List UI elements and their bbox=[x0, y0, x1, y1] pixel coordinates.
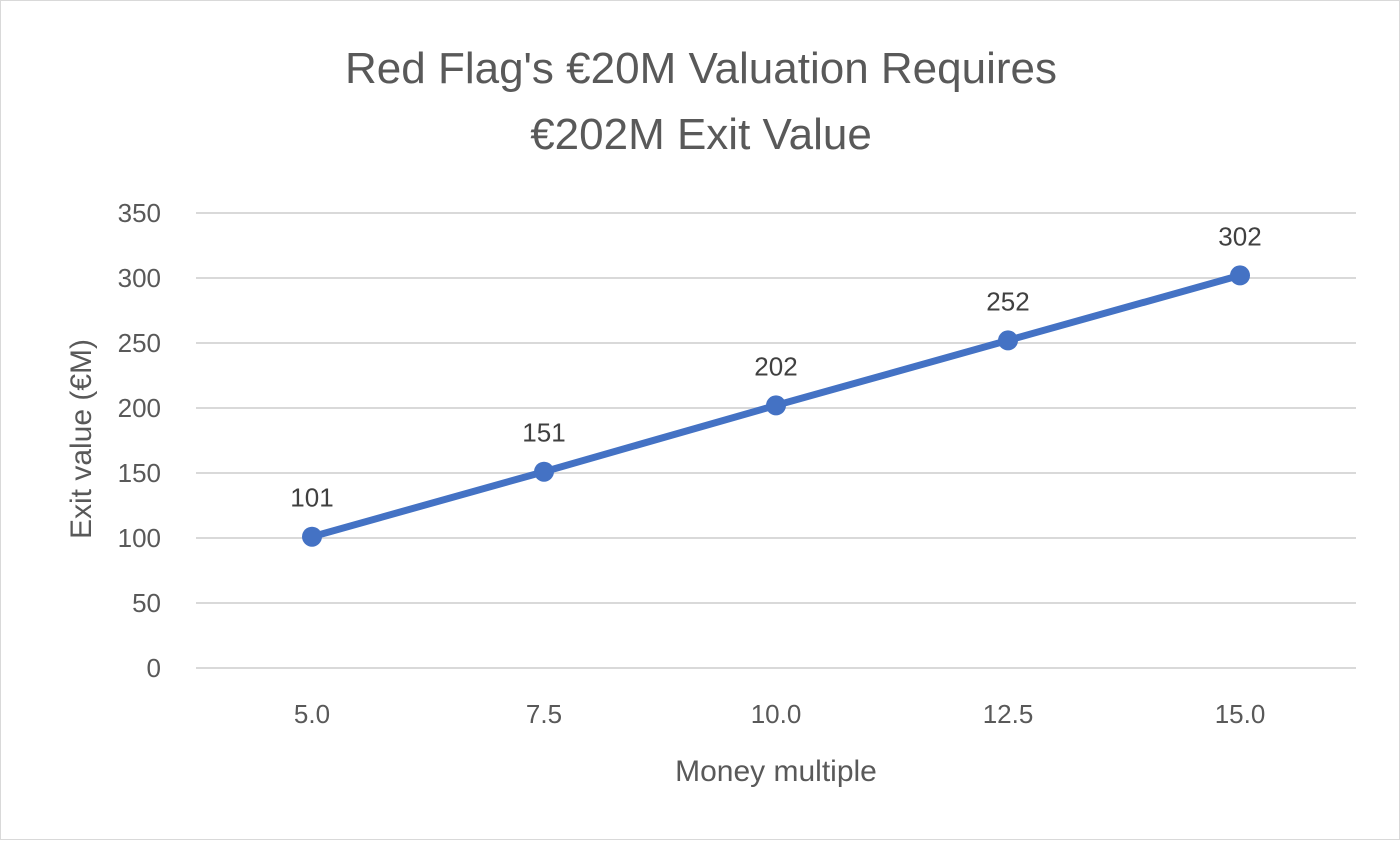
y-tick-label: 200 bbox=[118, 393, 161, 423]
data-label: 302 bbox=[1218, 221, 1261, 251]
data-label: 252 bbox=[986, 286, 1029, 316]
y-tick-label: 300 bbox=[118, 263, 161, 293]
x-axis-title: Money multiple bbox=[675, 755, 877, 788]
data-point bbox=[534, 461, 554, 482]
data-point bbox=[1230, 265, 1250, 286]
y-tick-label: 250 bbox=[118, 328, 161, 358]
y-axis-tick-labels: 0 50 100 150 200 250 300 350 bbox=[118, 198, 161, 683]
x-tick-label: 15.0 bbox=[1215, 699, 1266, 729]
data-label: 101 bbox=[290, 483, 333, 513]
x-tick-label: 7.5 bbox=[526, 699, 562, 729]
x-tick-label: 12.5 bbox=[983, 699, 1034, 729]
series-line-group bbox=[302, 265, 1250, 547]
data-point bbox=[998, 330, 1018, 351]
y-tick-label: 100 bbox=[118, 523, 161, 553]
data-point bbox=[302, 526, 322, 547]
y-tick-label: 150 bbox=[118, 458, 161, 488]
chart-title: Red Flag's €20M Valuation Requires €202M… bbox=[345, 44, 1057, 159]
x-axis-tick-labels: 5.0 7.5 10.0 12.5 15.0 bbox=[294, 699, 1265, 729]
gridlines bbox=[196, 212, 1356, 669]
x-tick-label: 5.0 bbox=[294, 699, 330, 729]
chart-title-line-2: €202M Exit Value bbox=[530, 110, 872, 159]
data-labels: 101 151 202 252 302 bbox=[290, 221, 1261, 512]
x-tick-label: 10.0 bbox=[751, 699, 802, 729]
y-tick-label: 0 bbox=[147, 653, 161, 683]
data-label: 202 bbox=[754, 351, 797, 381]
y-axis-title: Exit value (€M) bbox=[65, 339, 98, 539]
data-label: 151 bbox=[522, 418, 565, 448]
data-point bbox=[766, 395, 786, 416]
y-tick-label: 50 bbox=[132, 588, 161, 618]
chart-title-line-1: Red Flag's €20M Valuation Requires bbox=[345, 44, 1057, 93]
y-tick-label: 350 bbox=[118, 198, 161, 228]
